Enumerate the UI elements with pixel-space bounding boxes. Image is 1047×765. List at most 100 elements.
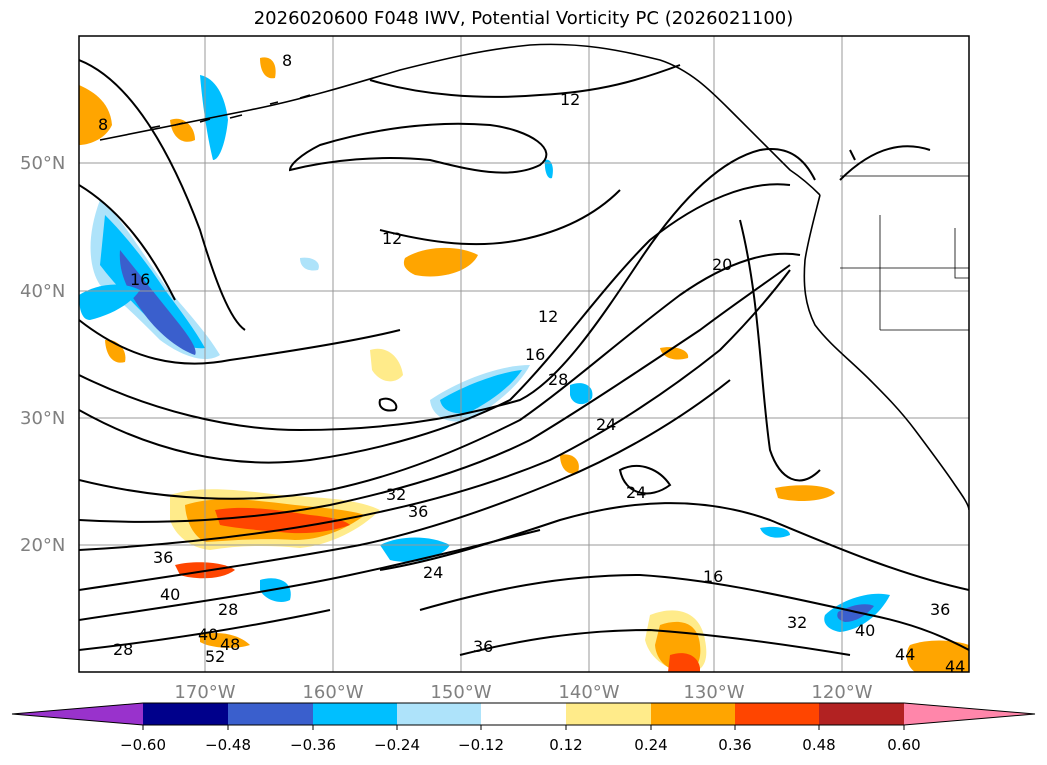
pv-positive-patch <box>215 507 350 534</box>
lon-label-120w: 120°W <box>811 682 872 703</box>
aleutian-islands <box>149 94 311 129</box>
iwv-contour <box>739 219 821 482</box>
contour-label: 8 <box>98 115 108 134</box>
lon-label-150w: 150°W <box>430 682 491 703</box>
contour-label: 24 <box>596 415 616 434</box>
lat-label-40n: 40°N <box>20 281 65 302</box>
colorbar: −0.60 −0.48 −0.36 −0.24 −0.12 0.12 0.24 … <box>11 702 1036 754</box>
colorbar-bin <box>735 703 819 725</box>
colorbar-tick-label: 0.60 <box>887 736 920 754</box>
contour-label: 20 <box>712 255 732 274</box>
contour-label: 44 <box>945 657 965 676</box>
map-background <box>79 36 969 672</box>
contour-label: 12 <box>538 307 558 326</box>
iwv-contour <box>79 319 401 365</box>
contour-label: 36 <box>473 637 493 656</box>
iwv-contour <box>79 183 791 464</box>
state-borders <box>840 175 969 331</box>
contour-label: 28 <box>113 640 133 659</box>
colorbar-bin <box>397 703 481 725</box>
colorbar-bin <box>651 703 735 725</box>
colorbar-extend-high <box>904 703 1035 725</box>
map-frame <box>78 35 970 673</box>
pv-negative-patch <box>300 257 319 271</box>
iwv-contour <box>79 148 816 432</box>
contour-label: 16 <box>525 345 545 364</box>
pv-positive-patch <box>403 247 478 277</box>
colorbar-tick-label: −0.12 <box>458 736 504 754</box>
contour-label: 48 <box>220 635 240 654</box>
contour-label: 32 <box>787 613 807 632</box>
colorbar-bin <box>819 703 904 725</box>
lon-label-170w: 170°W <box>174 682 235 703</box>
iwv-contour <box>79 252 801 500</box>
contour-label: 12 <box>382 229 402 248</box>
lat-label-30n: 30°N <box>20 408 65 429</box>
colorbar-bin <box>481 703 566 725</box>
pv-negative-patch <box>79 284 140 320</box>
pv-negative-patch <box>119 250 196 355</box>
pv-negative-patch <box>544 159 553 179</box>
iwv-contour <box>79 269 791 551</box>
colorbar-bin <box>143 703 228 725</box>
lon-label-130w: 130°W <box>683 682 744 703</box>
pv-negative-patch <box>570 383 593 405</box>
colorbar-bin <box>313 703 397 725</box>
contour-label: 24 <box>626 483 646 502</box>
iwv-contour <box>379 502 969 591</box>
colorbar-bin <box>228 703 313 725</box>
iwv-contours <box>79 59 969 656</box>
contour-label: 16 <box>703 567 723 586</box>
pv-negative-patch <box>837 604 874 622</box>
colorbar-tick-label: −0.36 <box>290 736 336 754</box>
pv-positive-patch <box>668 653 700 672</box>
contour-label: 44 <box>895 645 915 664</box>
contour-label: 36 <box>408 502 428 521</box>
iwv-contour <box>79 264 791 523</box>
contour-label: 40 <box>198 625 218 644</box>
north-america-coast <box>803 194 969 511</box>
pv-negative-patch <box>100 215 205 349</box>
contour-label: 12 <box>560 90 580 109</box>
contour-label: 16 <box>130 270 150 289</box>
longitude-labels: 170°W 160°W 150°W 140°W 130°W 120°W <box>174 682 872 703</box>
pv-positive-patch <box>200 633 250 648</box>
colorbar-tick-label: 0.12 <box>549 736 582 754</box>
pv-positive-patch <box>560 454 579 474</box>
alaska-coast <box>99 43 821 196</box>
iwv-contour <box>419 573 969 651</box>
lon-label-160w: 160°W <box>302 682 363 703</box>
contour-label: 36 <box>930 600 950 619</box>
contour-label: 40 <box>160 585 180 604</box>
colorbar-tick-label: 0.36 <box>718 736 751 754</box>
iwv-contour <box>79 59 246 331</box>
pv-positive-patch <box>775 485 835 501</box>
iwv-contour <box>79 184 176 301</box>
lon-label-140w: 140°W <box>558 682 619 703</box>
pv-positive-patch <box>370 348 403 382</box>
contour-label: 28 <box>218 600 238 619</box>
iwv-contour <box>618 465 672 495</box>
pv-negative-patch <box>760 526 790 538</box>
colorbar-tick-label: 0.48 <box>802 736 835 754</box>
colorbar-tick-label: 0.24 <box>634 736 667 754</box>
colorbar-bin <box>566 703 651 725</box>
iwv-contour <box>459 628 851 656</box>
contour-label: 24 <box>423 563 443 582</box>
contour-labels: 8 8 12 12 12 16 16 16 20 24 24 24 28 28 … <box>98 51 965 676</box>
pv-positive-patch <box>79 85 112 145</box>
colorbar-tick-label: −0.48 <box>205 736 251 754</box>
iwv-contour <box>378 397 398 412</box>
contour-label: 52 <box>205 647 225 666</box>
coastlines <box>99 43 969 511</box>
pv-positive-patch <box>906 640 969 672</box>
contour-label: 28 <box>548 370 568 389</box>
colorbar-tick-label: −0.60 <box>120 736 166 754</box>
lat-label-50n: 50°N <box>20 153 65 174</box>
pv-positive-patch <box>660 347 689 360</box>
iwv-contour <box>79 379 731 591</box>
iwv-contour <box>839 145 931 181</box>
pv-positive-patch <box>260 57 276 79</box>
lat-label-20n: 20°N <box>20 535 65 556</box>
